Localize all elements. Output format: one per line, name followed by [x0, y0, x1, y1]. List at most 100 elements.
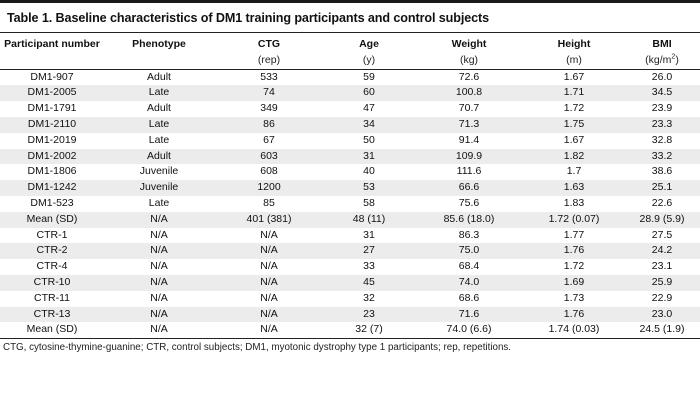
cell-weight: 75.6	[414, 195, 524, 212]
cell-age: 27	[324, 243, 414, 260]
cell-bmi: 24.2	[624, 243, 700, 260]
cell-bmi: 23.3	[624, 116, 700, 133]
cell-age: 31	[324, 148, 414, 165]
cell-height: 1.72 (0.07)	[524, 211, 624, 228]
cell-participant-number: DM1-1242	[0, 180, 104, 196]
cell-ctg: 608	[214, 164, 324, 181]
table-row: CTR-4 N/A N/A 33 68.4 1.72 23.1	[0, 259, 700, 275]
cell-ctg: 533	[214, 69, 324, 86]
unit-phenotype	[104, 53, 214, 69]
cell-bmi: 26.0	[624, 69, 700, 86]
cell-weight: 68.6	[414, 290, 524, 307]
cell-height: 1.83	[524, 195, 624, 212]
table-row: Mean (SD) N/A N/A 32 (7) 74.0 (6.6) 1.74 (0.0…	[0, 322, 700, 339]
top-rule	[0, 0, 700, 3]
cell-ctg: N/A	[214, 243, 324, 260]
cell-phenotype: N/A	[104, 211, 214, 228]
table-row: DM1-1806 Juvenile 608 40 111.6 1.7 38.6	[0, 164, 700, 181]
table-row: DM1-2005 Late 74 60 100.8 1.71 34.5	[0, 85, 700, 102]
unit-bmi-prefix: (kg/m	[645, 53, 672, 66]
cell-height: 1.67	[524, 132, 624, 149]
cell-age: 60	[324, 85, 414, 102]
title-rule	[0, 32, 700, 33]
cell-weight: 109.9	[414, 148, 524, 165]
cell-age: 58	[324, 195, 414, 212]
cell-weight: 111.6	[414, 164, 524, 181]
cell-age: 23	[324, 306, 414, 323]
header-phenotype: Phenotype	[132, 38, 186, 50]
table-row: DM1-907 Adult 533 59 72.6 1.67 26.0	[0, 69, 700, 86]
cell-height: 1.82	[524, 148, 624, 165]
cell-age: 45	[324, 274, 414, 291]
cell-height: 1.72	[524, 259, 624, 275]
cell-ctg: 349	[214, 101, 324, 117]
cell-weight: 68.4	[414, 259, 524, 275]
cell-ctg: N/A	[214, 274, 324, 291]
cell-ctg: N/A	[214, 259, 324, 275]
cell-weight: 86.3	[414, 227, 524, 244]
cell-phenotype: Late	[104, 116, 214, 133]
cell-height: 1.69	[524, 274, 624, 291]
cell-weight: 75.0	[414, 243, 524, 260]
cell-bmi: 27.5	[624, 227, 700, 244]
cell-height: 1.76	[524, 243, 624, 260]
table-row: CTR-1 N/A N/A 31 86.3 1.77 27.5	[0, 227, 700, 244]
cell-weight: 71.6	[414, 306, 524, 323]
cell-age: 33	[324, 259, 414, 275]
unit-participant	[0, 53, 104, 69]
cell-weight: 70.7	[414, 101, 524, 117]
cell-bmi: 33.2	[624, 148, 700, 165]
cell-phenotype: N/A	[104, 259, 214, 275]
header-bmi: BMI	[652, 38, 672, 50]
cell-bmi: 23.1	[624, 259, 700, 275]
table-row: DM1-523 Late 85 58 75.6 1.83 22.6	[0, 195, 700, 212]
cell-ctg: N/A	[214, 227, 324, 244]
cell-participant-number: CTR-11	[0, 290, 104, 307]
table-body: DM1-907 Adult 533 59 72.6 1.67 26.0 DM1-2005 Lat…	[0, 69, 700, 339]
cell-weight: 100.8	[414, 85, 524, 102]
table-row: CTR-10 N/A N/A 45 74.0 1.69 25.9	[0, 274, 700, 291]
cell-ctg: 603	[214, 148, 324, 165]
cell-participant-number: DM1-2002	[0, 148, 104, 165]
cell-phenotype: Adult	[104, 148, 214, 165]
cell-bmi: 22.9	[624, 290, 700, 307]
cell-ctg: N/A	[214, 306, 324, 323]
cell-participant-number: DM1-1806	[0, 164, 104, 181]
cell-participant-number: CTR-2	[0, 243, 104, 260]
header-row: Participant number Phenotype CTG Age Wei…	[0, 37, 700, 53]
cell-age: 40	[324, 164, 414, 181]
table-row: CTR-13 N/A N/A 23 71.6 1.76 23.0	[0, 306, 700, 323]
cell-phenotype: Juvenile	[104, 180, 214, 196]
table-row: DM1-2019 Late 67 50 91.4 1.67 32.8	[0, 132, 700, 149]
cell-weight: 74.0	[414, 274, 524, 291]
cell-bmi: 32.8	[624, 132, 700, 149]
cell-phenotype: Adult	[104, 69, 214, 86]
header-ctg: CTG	[257, 38, 281, 50]
cell-height: 1.63	[524, 180, 624, 196]
unit-weight: (kg)	[459, 53, 479, 66]
cell-participant-number: CTR-10	[0, 274, 104, 291]
table-row: DM1-2110 Late 86 34 71.3 1.75 23.3	[0, 116, 700, 133]
unit-height: (m)	[566, 53, 582, 66]
cell-bmi: 25.9	[624, 274, 700, 291]
cell-age: 34	[324, 116, 414, 133]
cell-phenotype: Late	[104, 132, 214, 149]
cell-age: 32	[324, 290, 414, 307]
cell-participant-number: Mean (SD)	[0, 322, 104, 339]
header-age: Age	[359, 38, 379, 50]
table-row: Mean (SD) N/A 401 (381) 48 (11) 85.6 (18.0) 1…	[0, 211, 700, 228]
header-participant-number: Participant number	[4, 38, 100, 50]
cell-weight: 71.3	[414, 116, 524, 133]
cell-phenotype: Late	[104, 195, 214, 212]
cell-weight: 91.4	[414, 132, 524, 149]
cell-ctg: N/A	[214, 322, 324, 339]
header-height: Height	[557, 38, 591, 50]
cell-bmi: 28.9 (5.9)	[624, 211, 700, 228]
cell-height: 1.7	[524, 164, 624, 181]
cell-age: 47	[324, 101, 414, 117]
cell-ctg: N/A	[214, 290, 324, 307]
table-footnote: CTG, cytosine-thymine-guanine; CTR, cont…	[3, 342, 512, 353]
unit-ctg: (rep)	[257, 53, 281, 66]
cell-ctg: 1200	[214, 180, 324, 196]
cell-participant-number: DM1-2110	[0, 116, 104, 133]
